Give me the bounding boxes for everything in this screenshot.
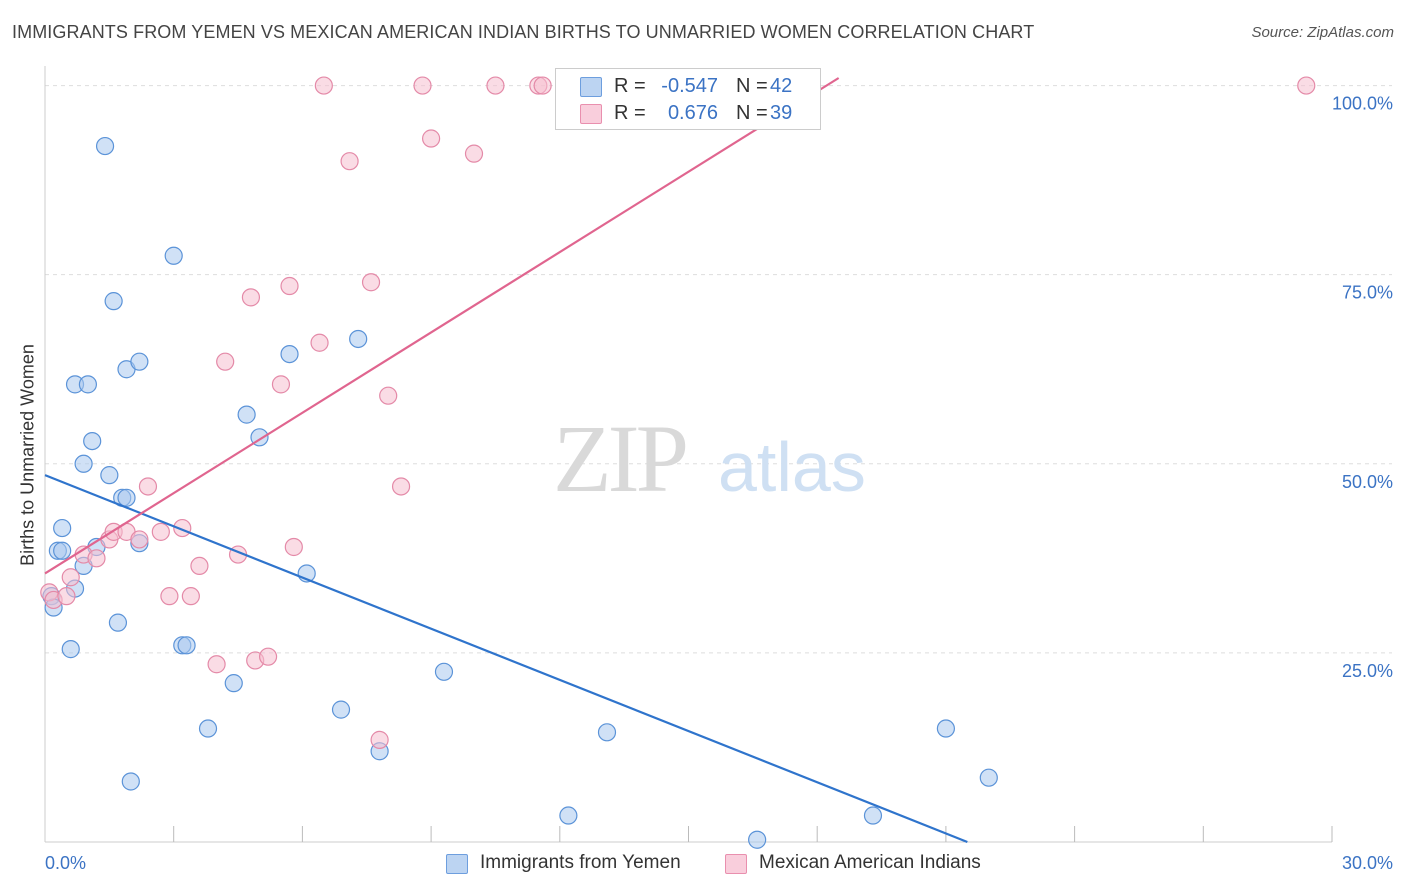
point-mexican-american-indian <box>207 655 226 674</box>
point-yemen <box>331 700 351 719</box>
point-mexican-american-indian <box>61 568 80 587</box>
point-mexican-american-indian <box>57 587 76 606</box>
legend-r-label: R = <box>614 75 646 97</box>
point-yemen <box>748 830 767 849</box>
legend-n-label: N = <box>736 102 768 124</box>
x-tick-label-max: 30.0% <box>1342 853 1393 873</box>
point-yemen <box>863 806 883 825</box>
point-yemen <box>121 772 140 791</box>
series-legend: Immigrants from Yemen Mexican American I… <box>0 852 1406 878</box>
legend-r-value: -0.547 <box>661 75 718 97</box>
point-yemen <box>164 246 183 265</box>
point-yemen <box>78 375 98 394</box>
point-yemen <box>53 518 72 538</box>
point-mexican-american-indian <box>340 152 359 171</box>
point-mexican-american-indian <box>413 76 432 95</box>
point-yemen <box>74 454 93 473</box>
watermark-atlas: atlas <box>718 428 866 506</box>
point-yemen <box>100 466 119 485</box>
point-mexican-american-indian <box>314 76 333 95</box>
point-mexican-american-indian <box>1297 76 1316 95</box>
point-mexican-american-indian <box>310 333 329 352</box>
point-yemen <box>177 636 196 655</box>
point-mexican-american-indian <box>160 587 179 606</box>
watermark: ZIP atlas <box>553 405 866 512</box>
point-mexican-american-indian <box>190 556 209 576</box>
point-mexican-american-indian <box>130 530 149 549</box>
point-mexican-american-indian <box>138 477 158 496</box>
legend-n-value: 42 <box>770 75 793 97</box>
point-yemen <box>237 405 256 424</box>
point-mexican-american-indian <box>391 477 411 496</box>
legend-r-label: R = <box>614 102 646 124</box>
point-mexican-american-indian <box>533 76 552 95</box>
point-yemen <box>108 613 128 632</box>
point-mexican-american-indian <box>87 549 106 568</box>
axis-layer <box>44 66 1333 843</box>
point-yemen <box>936 719 956 738</box>
grid-layer <box>45 85 1392 654</box>
series-name-yemen: Immigrants from Yemen <box>480 852 681 873</box>
point-mexican-american-indian <box>258 647 278 666</box>
watermark-zip: ZIP <box>553 405 686 512</box>
point-yemen <box>95 136 115 156</box>
point-yemen <box>434 662 454 681</box>
point-mexican-american-indian <box>151 522 170 541</box>
point-mexican-american-indian <box>464 144 484 163</box>
point-yemen <box>198 719 218 738</box>
legend-r-value: 0.676 <box>667 102 718 124</box>
point-mexican-american-indian <box>241 288 261 307</box>
y-axis-label: Births to Unmarried Women <box>17 344 38 566</box>
legend-swatch-mexican <box>580 104 602 124</box>
point-mexican-american-indian <box>181 587 200 606</box>
point-mexican-american-indian <box>370 730 389 749</box>
series-swatch-yemen <box>446 854 468 874</box>
points-layer <box>40 76 1316 849</box>
point-mexican-american-indian <box>280 276 299 296</box>
point-yemen <box>117 488 136 507</box>
point-yemen <box>349 329 368 349</box>
x-tick-label-min: 0.0% <box>45 853 86 873</box>
point-yemen <box>130 352 149 371</box>
point-mexican-american-indian <box>422 129 441 148</box>
point-yemen <box>224 674 243 693</box>
trend-layer <box>44 77 968 844</box>
point-yemen <box>280 344 299 364</box>
point-yemen <box>53 541 72 560</box>
point-mexican-american-indian <box>284 537 303 557</box>
y-tick-label: 75.0% <box>1342 283 1393 303</box>
correlation-legend: R = -0.547 N = 42 R = 0.676 N = 39 <box>555 68 821 130</box>
point-yemen <box>104 292 123 311</box>
source-label: Source: ZipAtlas.com <box>1251 24 1394 41</box>
trend-line-mexican-american-indian <box>44 77 840 575</box>
point-yemen <box>979 768 998 787</box>
point-yemen <box>61 640 80 659</box>
series-swatch-mexican <box>725 854 747 874</box>
y-tick-label: 50.0% <box>1342 472 1393 492</box>
y-tick-label: 100.0% <box>1332 94 1393 114</box>
point-mexican-american-indian <box>216 352 235 371</box>
series-name-mexican: Mexican American Indians <box>759 852 981 873</box>
point-mexican-american-indian <box>271 375 291 394</box>
legend-n-value: 39 <box>770 102 793 124</box>
point-mexican-american-indian <box>379 386 398 405</box>
point-yemen <box>83 431 102 451</box>
trend-line-yemen <box>44 474 968 844</box>
point-yemen <box>597 723 617 742</box>
point-yemen <box>559 806 578 825</box>
chart-title: IMMIGRANTS FROM YEMEN VS MEXICAN AMERICA… <box>12 22 1035 42</box>
legend-row-mexican: R = 0.676 N = 39 <box>556 100 820 128</box>
point-mexican-american-indian <box>361 273 381 292</box>
point-mexican-american-indian <box>486 76 505 95</box>
y-tick-label: 25.0% <box>1342 661 1393 681</box>
legend-swatch-yemen <box>580 77 602 97</box>
legend-n-label: N = <box>736 75 768 97</box>
legend-row-yemen: R = -0.547 N = 42 <box>556 73 820 101</box>
tick-layer: 25.0% 50.0% 75.0% 100.0% 0.0% 30.0% <box>45 94 1393 873</box>
